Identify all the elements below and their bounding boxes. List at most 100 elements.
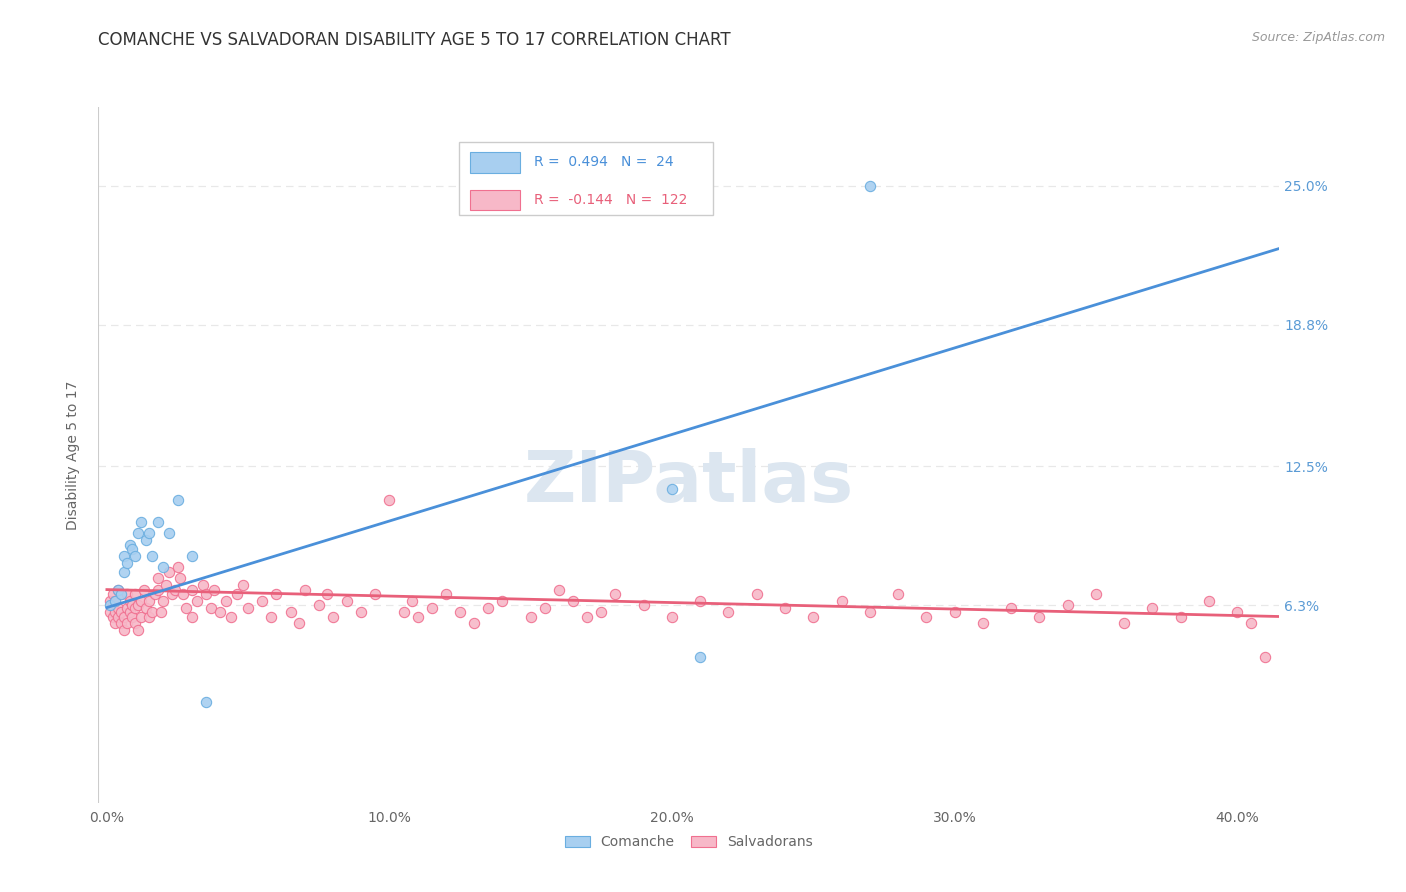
- Point: [118, 538, 141, 552]
- Point: [194, 587, 217, 601]
- Point: [773, 600, 796, 615]
- Y-axis label: Disability Age 5 to 17: Disability Age 5 to 17: [66, 380, 80, 530]
- Point: [115, 587, 138, 601]
- Point: [101, 587, 124, 601]
- Point: [127, 623, 149, 637]
- Point: [118, 605, 141, 619]
- Point: [163, 582, 186, 597]
- Point: [801, 609, 824, 624]
- Point: [124, 549, 146, 563]
- Point: [308, 599, 330, 613]
- Point: [915, 609, 938, 624]
- Point: [129, 515, 152, 529]
- Point: [132, 582, 155, 597]
- Point: [225, 587, 247, 601]
- Point: [943, 605, 966, 619]
- Point: [252, 594, 274, 608]
- Point: [562, 594, 585, 608]
- Point: [149, 605, 172, 619]
- Point: [129, 594, 152, 608]
- Point: [152, 560, 174, 574]
- Point: [605, 587, 627, 601]
- Point: [112, 609, 135, 624]
- Point: [219, 609, 242, 624]
- Point: [107, 609, 129, 624]
- Point: [112, 549, 135, 563]
- Point: [110, 616, 132, 631]
- Point: [350, 605, 373, 619]
- Point: [689, 649, 711, 664]
- Text: R =  -0.144   N =  122: R = -0.144 N = 122: [534, 194, 688, 207]
- Point: [689, 594, 711, 608]
- Text: R =  0.494   N =  24: R = 0.494 N = 24: [534, 155, 673, 169]
- Point: [260, 609, 283, 624]
- Point: [110, 587, 132, 601]
- Point: [1084, 587, 1107, 601]
- Point: [104, 594, 127, 608]
- Point: [214, 594, 236, 608]
- Point: [141, 605, 163, 619]
- Point: [1000, 600, 1022, 615]
- Point: [449, 605, 471, 619]
- Point: [477, 600, 499, 615]
- Point: [859, 178, 882, 193]
- Point: [121, 599, 143, 613]
- Point: [180, 582, 202, 597]
- Point: [859, 605, 882, 619]
- Point: [166, 492, 188, 507]
- Point: [576, 609, 599, 624]
- Point: [138, 594, 160, 608]
- Text: COMANCHE VS SALVADORAN DISABILITY AGE 5 TO 17 CORRELATION CHART: COMANCHE VS SALVADORAN DISABILITY AGE 5 …: [98, 31, 731, 49]
- Point: [98, 605, 121, 619]
- Point: [491, 594, 513, 608]
- Point: [115, 556, 138, 570]
- Point: [124, 616, 146, 631]
- Point: [288, 616, 311, 631]
- Legend: Comanche, Salvadorans: Comanche, Salvadorans: [560, 830, 818, 855]
- Point: [146, 515, 169, 529]
- Point: [101, 599, 124, 613]
- Point: [157, 565, 180, 579]
- Point: [420, 600, 443, 615]
- Point: [160, 587, 183, 601]
- Point: [157, 526, 180, 541]
- Point: [406, 609, 429, 624]
- Point: [392, 605, 415, 619]
- Point: [143, 587, 166, 601]
- Point: [463, 616, 485, 631]
- Point: [238, 600, 260, 615]
- Point: [104, 605, 127, 619]
- Point: [107, 582, 129, 597]
- Point: [115, 616, 138, 631]
- Point: [146, 571, 169, 585]
- Point: [107, 600, 129, 615]
- Point: [1112, 616, 1135, 631]
- Point: [280, 605, 302, 619]
- Point: [115, 600, 138, 615]
- Point: [127, 599, 149, 613]
- Point: [138, 526, 160, 541]
- Point: [200, 600, 222, 615]
- Point: [194, 695, 217, 709]
- Point: [364, 587, 387, 601]
- Point: [887, 587, 910, 601]
- Point: [208, 605, 231, 619]
- Point: [519, 609, 541, 624]
- Point: [129, 609, 152, 624]
- FancyBboxPatch shape: [471, 190, 520, 211]
- Point: [138, 609, 160, 624]
- Point: [155, 578, 177, 592]
- Point: [266, 587, 288, 601]
- Point: [831, 594, 853, 608]
- Point: [118, 594, 141, 608]
- Point: [717, 605, 740, 619]
- Point: [231, 578, 253, 592]
- Point: [378, 492, 401, 507]
- Point: [1056, 599, 1078, 613]
- Point: [112, 565, 135, 579]
- Point: [322, 609, 344, 624]
- Point: [186, 594, 208, 608]
- Point: [166, 560, 188, 574]
- Text: Source: ZipAtlas.com: Source: ZipAtlas.com: [1251, 31, 1385, 45]
- Point: [121, 609, 143, 624]
